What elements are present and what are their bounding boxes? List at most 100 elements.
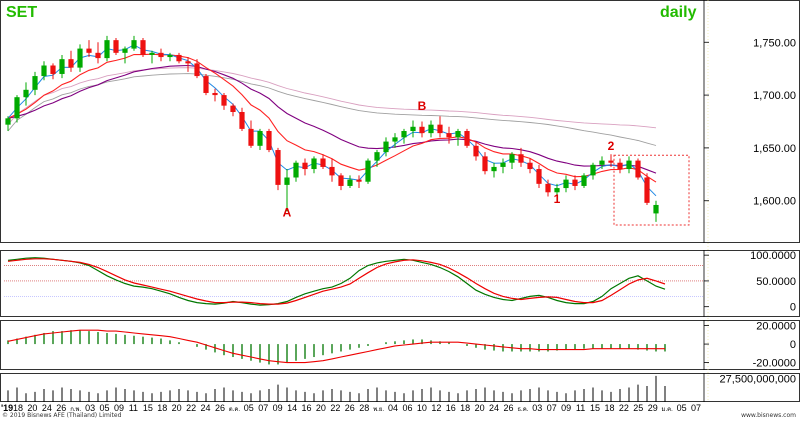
x-tick-label: 22 <box>330 403 340 413</box>
candle-body <box>59 59 65 74</box>
candle-body <box>401 131 407 138</box>
x-tick-label: 05 <box>100 403 110 413</box>
x-tick-label: 22 <box>619 403 629 413</box>
ma-pink-line <box>7 67 657 129</box>
candle-body <box>149 52 155 55</box>
x-tick-label: 22 <box>186 403 196 413</box>
annotation-1: 1 <box>554 192 561 206</box>
x-tick-label: 20 <box>316 403 326 413</box>
candle-body <box>455 131 461 138</box>
x-tick-label: 16 <box>302 403 312 413</box>
x-axis: '19 18 20 24 26 ก.พ. 03 05 09 11 15 18 20 22 24 26 ต.ค. 0… <box>1 403 701 413</box>
candle-body <box>599 160 605 165</box>
candle-body <box>617 162 623 170</box>
stoch-tick-label: 50.0000 <box>756 276 796 288</box>
annotation-B: B <box>418 99 427 113</box>
x-tick-label: 18 <box>157 403 167 413</box>
x-tick-label: 14 <box>287 403 297 413</box>
candle-body <box>311 158 317 170</box>
candle-body <box>581 175 587 186</box>
candle-body <box>608 160 614 163</box>
candle-body <box>563 179 569 189</box>
stoch-frame <box>0 250 800 317</box>
x-tick-label: 24 <box>42 403 52 413</box>
x-tick-label: 20 <box>27 403 37 413</box>
macd-signal-line <box>7 329 665 364</box>
x-tick-label: 15 <box>143 403 153 413</box>
x-tick-label: 09 <box>561 403 571 413</box>
macd-pane <box>7 329 666 365</box>
x-tick-label: 04 <box>388 403 398 413</box>
macd-tick-label: 0 <box>790 339 796 351</box>
x-tick-label: 11 <box>576 403 585 413</box>
candle-body <box>95 52 101 59</box>
candle-body <box>338 175 344 186</box>
candle-body <box>491 166 497 172</box>
candle-body <box>86 48 92 53</box>
candle-body <box>77 48 83 68</box>
vol-frame <box>0 373 800 402</box>
x-tick-label: 26 <box>56 403 66 413</box>
candle-body <box>68 59 74 68</box>
x-tick-label: ต.ค. <box>229 407 241 413</box>
candle-body <box>104 40 110 59</box>
x-tick-label: 18 <box>604 403 614 413</box>
stochastic-pane <box>4 257 704 306</box>
candle-body <box>239 111 245 129</box>
candle-body <box>644 177 650 203</box>
x-tick-label: 26 <box>345 403 355 413</box>
candle-body <box>212 92 218 96</box>
candle-body <box>437 124 443 134</box>
x-tick-label: 20 <box>172 403 182 413</box>
copyright-text: © 2019 Bisnews AFE (Thailand) Limited <box>2 412 122 419</box>
x-tick-label: 07 <box>258 403 268 413</box>
candle-body <box>527 162 533 170</box>
x-tick-label: 06 <box>402 403 412 413</box>
x-tick-label: 05 <box>677 403 687 413</box>
candle-body <box>500 162 506 167</box>
candle-body <box>266 131 272 151</box>
price-pane: A B 1 2 <box>5 35 690 226</box>
x-tick-label: 24 <box>201 403 211 413</box>
x-tick-label: 18 <box>13 403 23 413</box>
candle-body <box>536 169 542 184</box>
x-tick-label: 28 <box>359 403 369 413</box>
candle-body <box>518 154 524 163</box>
x-tick-label: 11 <box>129 403 138 413</box>
candle-body <box>320 158 326 167</box>
candle-body <box>653 204 659 214</box>
x-tick-label: 09 <box>273 403 283 413</box>
macd-tick-label: 20.0000 <box>756 321 796 333</box>
candle-body <box>419 126 425 134</box>
candle-body <box>122 48 128 53</box>
x-tick-label: ม.ค. <box>661 407 673 413</box>
x-tick-label: 12 <box>431 403 441 413</box>
stoch-k-line <box>7 257 666 306</box>
candle-body <box>158 52 164 58</box>
x-tick-label: 16 <box>446 403 456 413</box>
candle-body <box>5 118 11 125</box>
candle-body <box>176 54 182 62</box>
candle-body <box>554 188 560 193</box>
highlight-box <box>613 154 690 226</box>
value-axes: 1,750.00 1,700.00 1,650.00 1,600.00 100.0000… <box>704 37 796 386</box>
x-tick-label: พ.ย. <box>373 406 384 413</box>
candle-body <box>635 160 641 178</box>
candle-body <box>365 160 371 182</box>
candle-body <box>203 76 209 93</box>
annotation-2: 2 <box>608 139 615 153</box>
candle-body <box>257 131 263 146</box>
candle-body <box>572 179 578 186</box>
candle-body <box>14 97 20 119</box>
x-tick-label: 03 <box>85 403 95 413</box>
candle-body <box>392 137 398 142</box>
candle-body <box>50 65 56 74</box>
candle-body <box>293 162 299 178</box>
candle-body <box>41 65 47 77</box>
x-tick-label: 07 <box>547 403 557 413</box>
x-start-label: '19 <box>1 403 13 413</box>
price-tick-label: 1,600.00 <box>753 196 796 208</box>
candle-body <box>167 54 173 58</box>
candle-body <box>275 150 281 185</box>
x-tick-label: 10 <box>417 403 427 413</box>
